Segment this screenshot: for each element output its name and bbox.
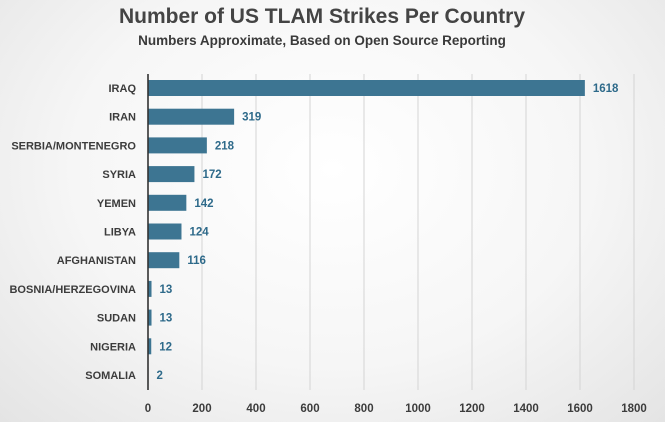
bar-yemen xyxy=(148,194,187,211)
data-label: 218 xyxy=(215,140,235,152)
bar-iran xyxy=(148,108,235,125)
x-tick-label: 1000 xyxy=(405,403,431,415)
data-label: 13 xyxy=(160,284,173,296)
x-axis-ticks: 0 200 400 600 800 1000 1200 1400 1600 1800 xyxy=(145,403,647,415)
category-label: YEMEN xyxy=(97,198,136,210)
chart-title: Number of US TLAM Strikes Per Country xyxy=(119,5,525,28)
category-label: LIBYA xyxy=(104,227,136,239)
bar-syria xyxy=(148,166,195,183)
x-tick-label: 800 xyxy=(354,403,373,415)
bar-afghanistan xyxy=(148,252,180,269)
bar-serbia-montenegro xyxy=(148,137,207,154)
x-tick-label: 1600 xyxy=(567,403,593,415)
bar-nigeria xyxy=(148,338,152,355)
x-tick-label: 0 xyxy=(145,403,151,415)
category-labels: IRAQ IRAN SERBIA/MONTENEGRO SYRIA YEMEN LIBYA… xyxy=(9,83,136,382)
data-label: 12 xyxy=(159,341,172,353)
chart-subtitle: Numbers Approximate, Based on Open Sourc… xyxy=(138,33,506,48)
data-label: 172 xyxy=(202,169,221,181)
category-label: IRAN xyxy=(109,112,136,124)
category-label: IRAQ xyxy=(109,83,137,95)
data-label: 124 xyxy=(189,227,209,239)
data-label: 116 xyxy=(187,255,206,267)
bar-libya xyxy=(148,223,182,240)
category-label: AFGHANISTAN xyxy=(57,255,136,267)
bar-iraq xyxy=(148,80,585,96)
category-label: SOMALIA xyxy=(85,370,136,382)
x-tick-label: 1200 xyxy=(459,403,485,415)
bar-sudan xyxy=(148,309,152,326)
x-tick-label: 400 xyxy=(246,403,265,415)
category-label: SUDAN xyxy=(97,313,136,325)
data-label: 2 xyxy=(157,370,163,382)
bar-bosnia-herzegovina xyxy=(148,280,152,297)
x-tick-label: 600 xyxy=(300,403,319,415)
data-label: 13 xyxy=(160,313,173,325)
data-label: 1618 xyxy=(593,83,619,95)
x-tick-label: 1800 xyxy=(621,403,647,415)
category-label: SERBIA/MONTENEGRO xyxy=(11,140,136,152)
category-label: SYRIA xyxy=(102,169,136,181)
gridlines xyxy=(201,74,635,390)
data-labels: 1618 319 218 172 142 124 116 13 13 12 2 xyxy=(157,83,620,382)
x-tick-label: 200 xyxy=(192,403,211,415)
bars xyxy=(148,80,585,383)
category-label: NIGERIA xyxy=(90,341,136,353)
x-tick-label: 1400 xyxy=(513,403,539,415)
data-label: 142 xyxy=(194,198,213,210)
category-label: BOSNIA/HERZEGOVINA xyxy=(9,284,136,296)
data-label: 319 xyxy=(242,112,261,124)
